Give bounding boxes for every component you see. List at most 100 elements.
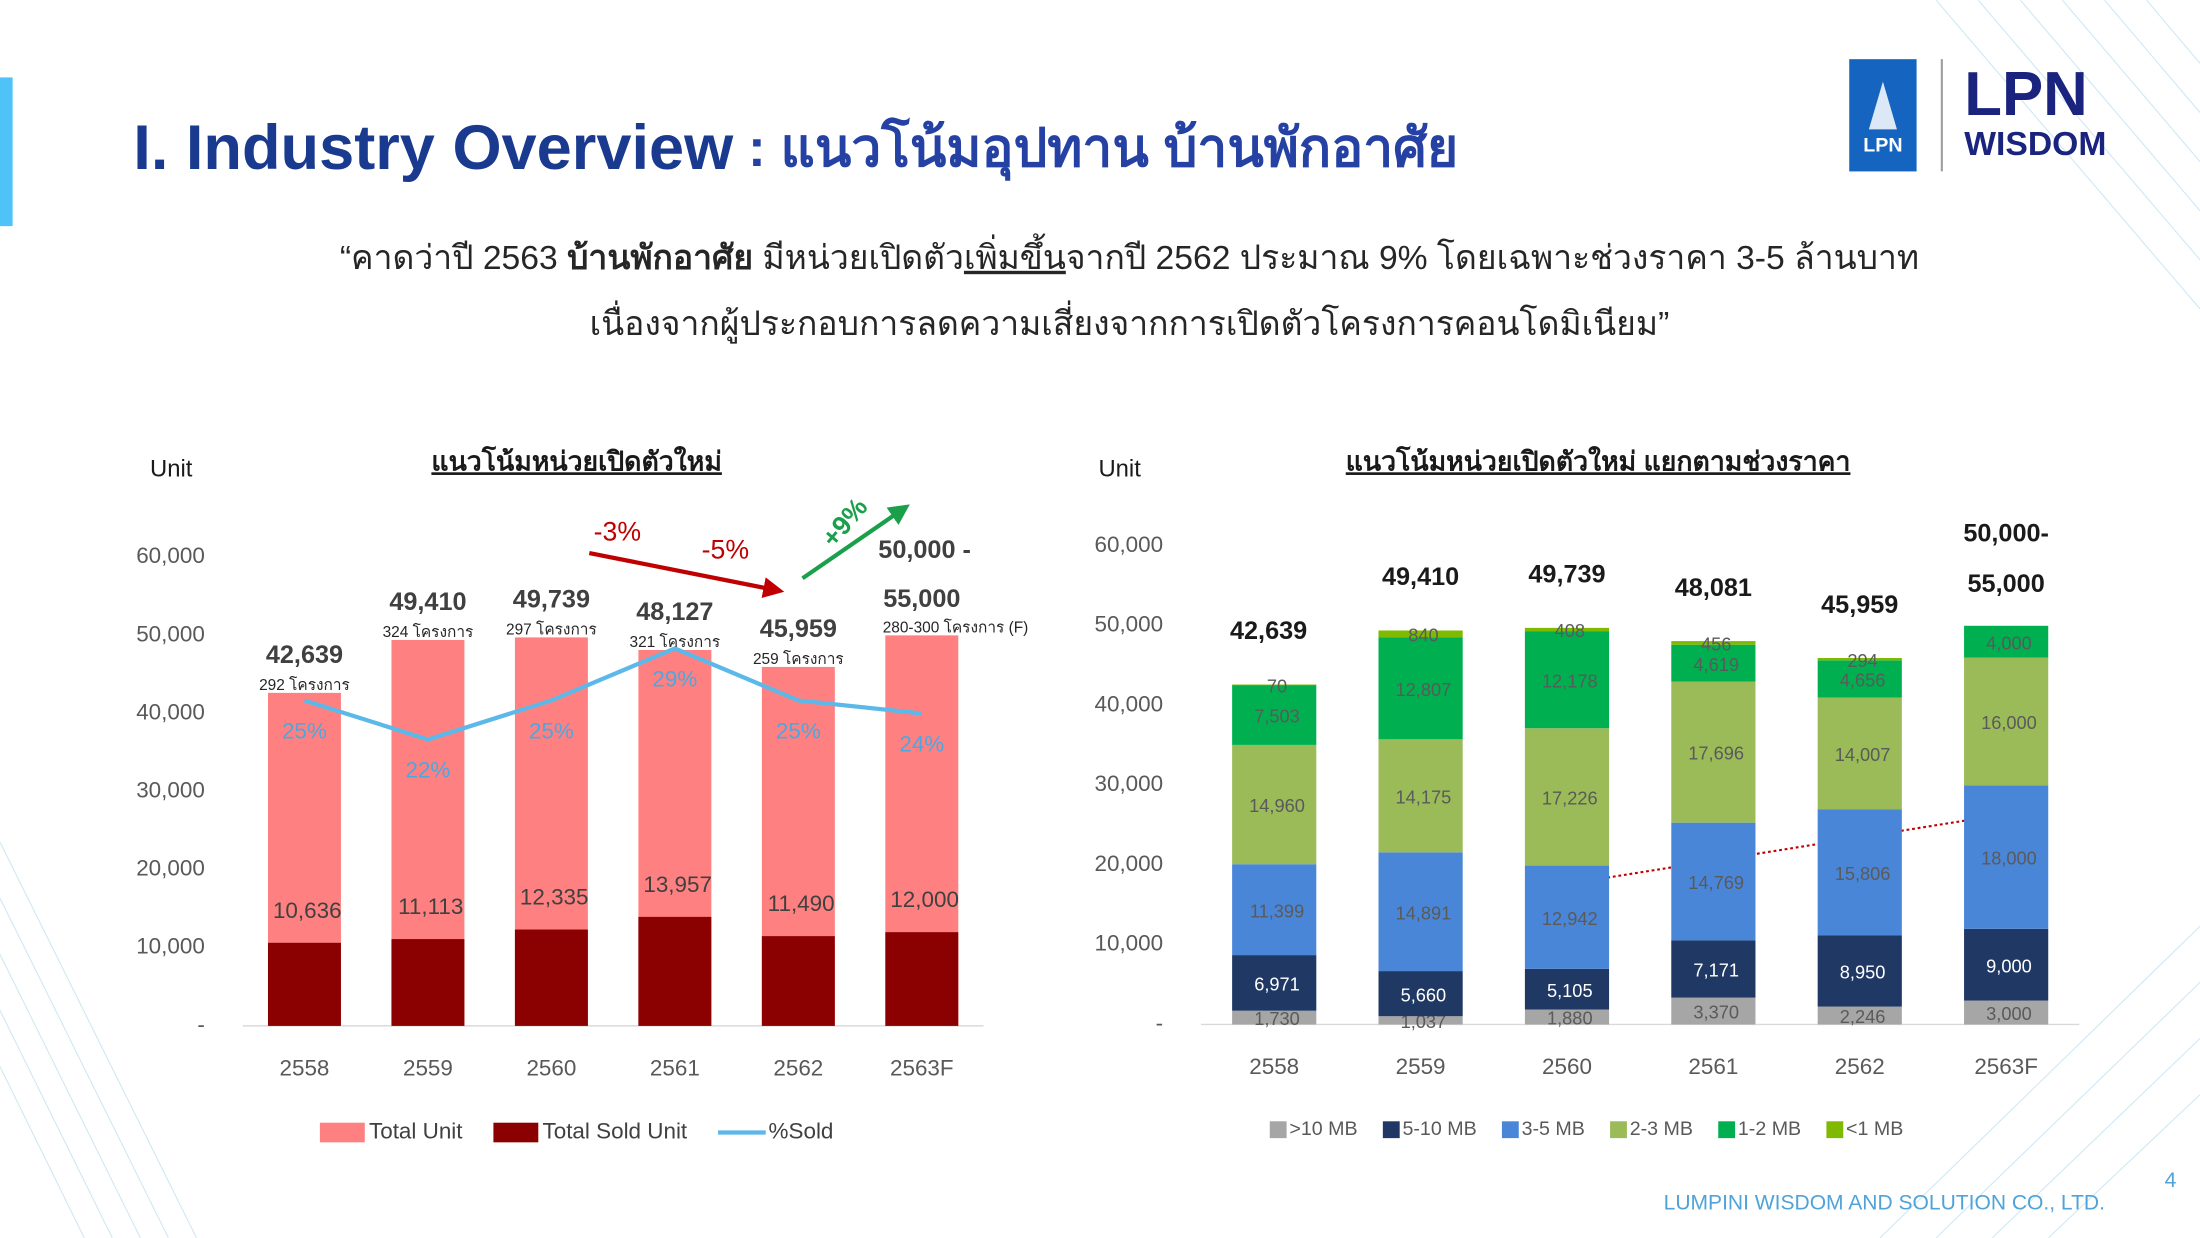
segment-label: 14,769 xyxy=(1688,872,1744,893)
segment-label: 14,960 xyxy=(1249,795,1305,816)
line-label: 25% xyxy=(282,719,327,744)
title-main: I. Industry Overview xyxy=(133,112,734,182)
bar-segment xyxy=(1524,1009,1610,1025)
x-tick-label: 2559 xyxy=(403,1055,453,1080)
line-label: 25% xyxy=(776,719,821,744)
bar-segment xyxy=(1378,1016,1463,1025)
y-tick-label: 20,000 xyxy=(1094,851,1163,876)
line-label: 22% xyxy=(405,758,450,783)
segment-label: 14,007 xyxy=(1835,744,1891,765)
line xyxy=(303,646,923,742)
sold-label: 12,000 xyxy=(890,887,959,912)
bar-segment xyxy=(1964,657,2049,786)
y-axis-label: Unit xyxy=(150,456,193,483)
bar xyxy=(267,942,341,1026)
segment-label: 3,370 xyxy=(1693,1002,1739,1023)
quote-segment: เนื่องจากผู้ประกอบการลดความเสี่ยงจากการเ… xyxy=(590,300,1670,344)
bar-segment xyxy=(1524,631,1610,729)
trend-arrow xyxy=(1557,809,2009,887)
bar-segment xyxy=(1964,928,2049,1001)
bar-segment xyxy=(1671,940,1756,998)
bar-segment xyxy=(1524,968,1610,1010)
range-label: 55,000 xyxy=(883,585,960,613)
quote-segment: “คาดว่าปี 2563 xyxy=(340,240,567,277)
legend-label: 2-3 MB xyxy=(1630,1118,1693,1140)
total-label: 48,081 xyxy=(1675,574,1752,602)
legend-label: Total Sold Unit xyxy=(543,1118,688,1143)
bar-segment xyxy=(1524,865,1610,969)
segment-label: 2,246 xyxy=(1840,1006,1886,1027)
segment-label: 1,880 xyxy=(1547,1008,1593,1029)
bar-segment xyxy=(1524,728,1610,866)
segment-label: 294 xyxy=(1847,650,1877,671)
total-label: 49,410 xyxy=(389,588,466,616)
sold-label: 11,113 xyxy=(398,894,463,919)
y-tick-label: 40,000 xyxy=(1094,691,1163,716)
y-tick-label: - xyxy=(197,1012,204,1037)
legend-label: 3-5 MB xyxy=(1522,1118,1585,1140)
y-tick-label: 60,000 xyxy=(136,543,205,568)
sold-label: 11,490 xyxy=(768,891,835,916)
project-label: 259 โครงการ xyxy=(753,650,844,668)
legend-swatch xyxy=(1501,1121,1519,1139)
segment-label: 70 xyxy=(1267,675,1287,696)
bar-segment xyxy=(1817,809,1902,936)
legend-label: >10 MB xyxy=(1289,1118,1357,1140)
legend-swatch xyxy=(319,1122,365,1143)
bar-segment xyxy=(1671,997,1756,1025)
segment-label: 16,000 xyxy=(1981,712,2037,733)
project-label: 324 โครงการ xyxy=(383,623,474,641)
total-label: 49,410 xyxy=(1382,563,1459,591)
total-label: 49,739 xyxy=(1528,561,1605,589)
bar xyxy=(514,929,588,1026)
total-label: 42,639 xyxy=(266,641,343,669)
bar-segment xyxy=(1671,641,1756,645)
y-tick-label: 10,000 xyxy=(136,934,205,959)
bar-segment xyxy=(1964,625,2049,658)
quote-segment: จากปี 2562 ประมาณ 9% โดยเฉพาะช่วงราคา 3-… xyxy=(1066,238,1919,277)
segment-label: 5,105 xyxy=(1547,980,1593,1001)
legend-label: Total Unit xyxy=(369,1118,463,1143)
bar-segment xyxy=(1378,630,1463,638)
y-tick-label: 30,000 xyxy=(1094,771,1163,796)
project-label: 292 โครงการ xyxy=(259,676,350,694)
slide-title: I. Industry Overview : แนวโน้มอุปทาน บ้า… xyxy=(133,112,1458,182)
x-tick-label: 2559 xyxy=(1396,1054,1446,1079)
project-label: 297 โครงการ xyxy=(506,620,597,638)
chart-title: แนวโน้มหน่วยเปิดตัวใหม่ แยกตามช่วงราคา xyxy=(1346,445,1851,476)
logo: LPN LPN WISDOM xyxy=(1849,59,2106,172)
bar-segment xyxy=(1817,935,1902,1007)
bar-segment xyxy=(1964,785,2049,929)
bar-segment xyxy=(1671,681,1756,823)
y-tick-label: 60,000 xyxy=(1094,532,1163,557)
bar-segment xyxy=(1232,684,1317,686)
legend-label: %Sold xyxy=(769,1118,834,1143)
bar-segment xyxy=(1671,644,1756,682)
y-tick-label: 50,000 xyxy=(136,621,205,646)
segment-label: 1,730 xyxy=(1254,1008,1300,1029)
bar-segment xyxy=(1817,697,1902,810)
sold-label: 10,636 xyxy=(273,898,342,923)
segment-label: 9,000 xyxy=(1986,955,2032,976)
segment-label: 17,226 xyxy=(1542,788,1598,809)
segment-label: 3,000 xyxy=(1986,1003,2032,1024)
bar-segment xyxy=(1817,660,1902,698)
legend-swatch xyxy=(1269,1121,1287,1139)
segment-label: 12,807 xyxy=(1396,679,1452,700)
bar-segment xyxy=(1232,864,1317,956)
total-label: 42,639 xyxy=(1230,617,1307,645)
y-tick-label: 10,000 xyxy=(1094,931,1163,956)
bar-segment xyxy=(1378,739,1463,853)
range-label: 55,000 xyxy=(1968,570,2045,598)
segment-label: 5,660 xyxy=(1401,984,1447,1005)
segment-label: 7,171 xyxy=(1693,960,1739,981)
bar-segment xyxy=(1378,852,1463,972)
x-tick-label: 2560 xyxy=(1542,1054,1592,1079)
x-tick-label: 2563F xyxy=(890,1055,954,1080)
segment-label: 456 xyxy=(1701,634,1731,655)
y-tick-label: 50,000 xyxy=(1094,612,1163,637)
legend-label: 5-10 MB xyxy=(1402,1118,1476,1140)
total-label: 50,000- xyxy=(1963,519,2049,547)
decrease-arrow xyxy=(588,550,785,598)
